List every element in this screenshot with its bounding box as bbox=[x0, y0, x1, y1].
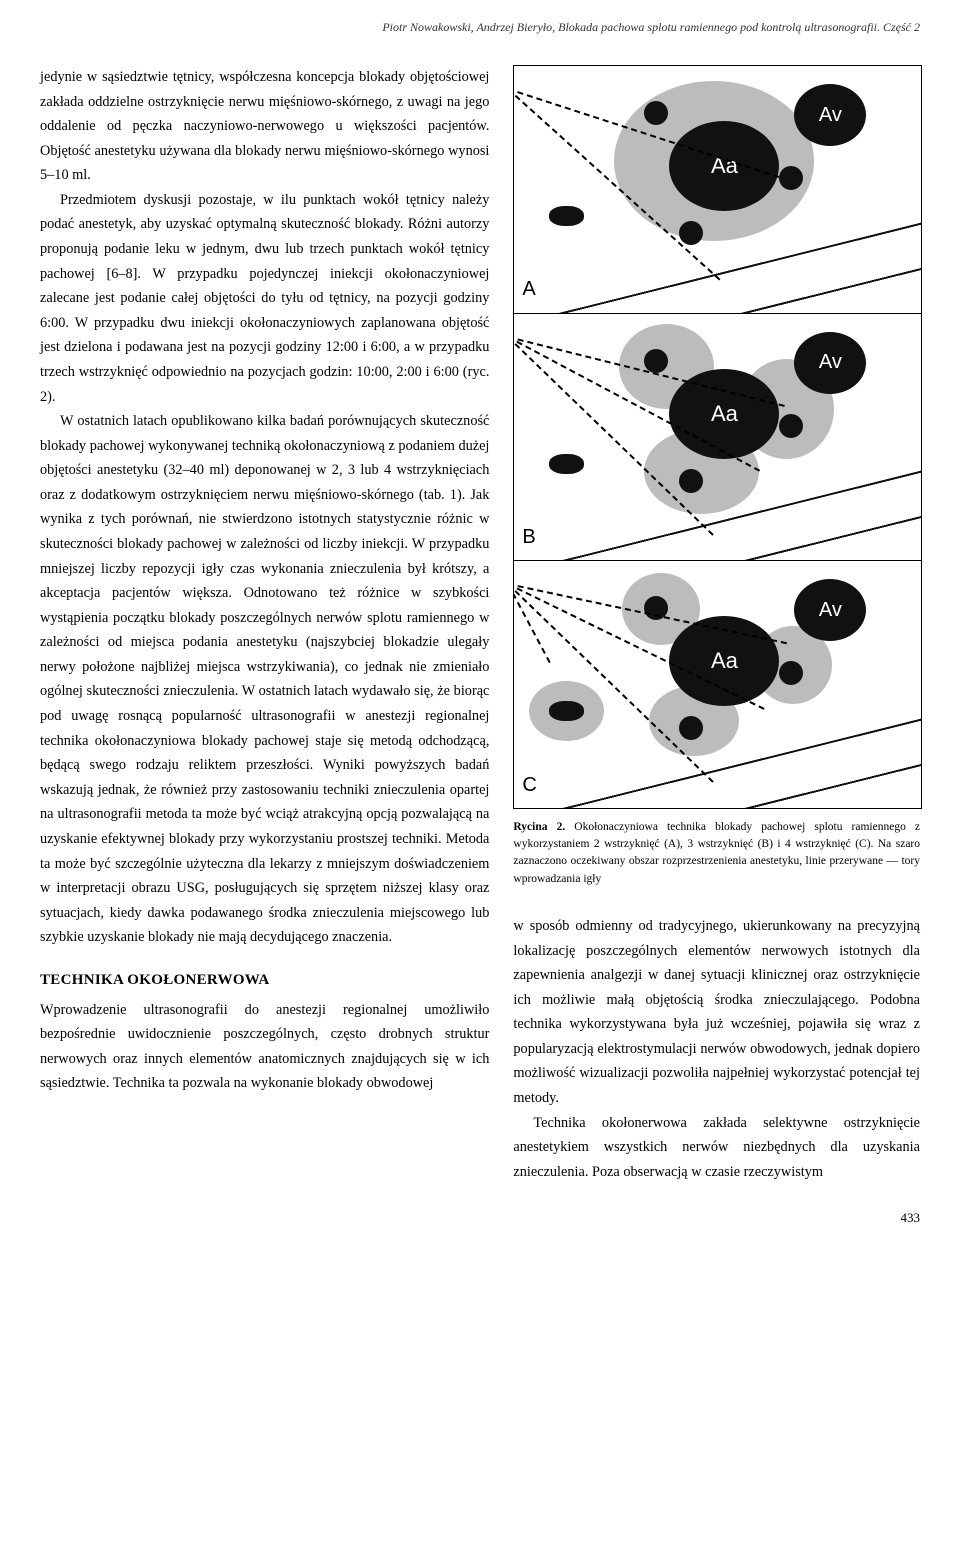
left-column: jedynie w sąsiedztwie tętnicy, współczes… bbox=[40, 65, 489, 1184]
page-number: 433 bbox=[40, 1210, 920, 1226]
nerve-dot bbox=[679, 469, 703, 493]
figure-panel-a: Aa Av A bbox=[514, 66, 921, 314]
panel-label-b: B bbox=[522, 520, 535, 554]
paragraph: Wprowadzenie ultrasonografii do anestezj… bbox=[40, 998, 489, 1096]
paragraph: W ostatnich latach opublikowano kilka ba… bbox=[40, 409, 489, 950]
vein-av: Av bbox=[794, 579, 866, 641]
nerve-dot bbox=[644, 349, 668, 373]
running-head: Piotr Nowakowski, Andrzej Bieryło, Bloka… bbox=[40, 20, 920, 35]
figure-2: Aa Av A Aa Av bbox=[513, 65, 922, 809]
nerve-dot bbox=[549, 701, 584, 721]
panel-label-a: A bbox=[522, 272, 535, 306]
nerve-dot bbox=[549, 454, 584, 474]
figure-panel-c: Aa Av C bbox=[514, 561, 921, 808]
paragraph: w sposób odmienny od tradycyjnego, ukier… bbox=[513, 914, 920, 1111]
paragraph: Przedmiotem dyskusji pozostaje, w ilu pu… bbox=[40, 188, 489, 409]
right-column: Aa Av A Aa Av bbox=[513, 65, 920, 1184]
two-column-layout: jedynie w sąsiedztwie tętnicy, współczes… bbox=[40, 65, 920, 1184]
caption-label: Rycina 2. bbox=[513, 821, 565, 833]
paragraph: Technika okołonerwowa zakłada selektywne… bbox=[513, 1111, 920, 1185]
vein-av: Av bbox=[794, 332, 866, 394]
nerve-dot bbox=[549, 206, 584, 226]
vein-av: Av bbox=[794, 84, 866, 146]
panel-label-c: C bbox=[522, 768, 536, 802]
artery-aa: Aa bbox=[669, 121, 779, 211]
figure-panel-b: Aa Av B bbox=[514, 314, 921, 562]
section-heading: TECHNIKA OKOŁONERWOWA bbox=[40, 968, 489, 994]
figure-caption: Rycina 2. Okołonaczyniowa technika bloka… bbox=[513, 819, 920, 888]
page: Piotr Nowakowski, Andrzej Bieryło, Bloka… bbox=[0, 0, 960, 1266]
paragraph: jedynie w sąsiedztwie tętnicy, współczes… bbox=[40, 65, 489, 188]
nerve-dot bbox=[779, 414, 803, 438]
caption-text: Okołonaczyniowa technika blokady pachowe… bbox=[513, 821, 920, 885]
